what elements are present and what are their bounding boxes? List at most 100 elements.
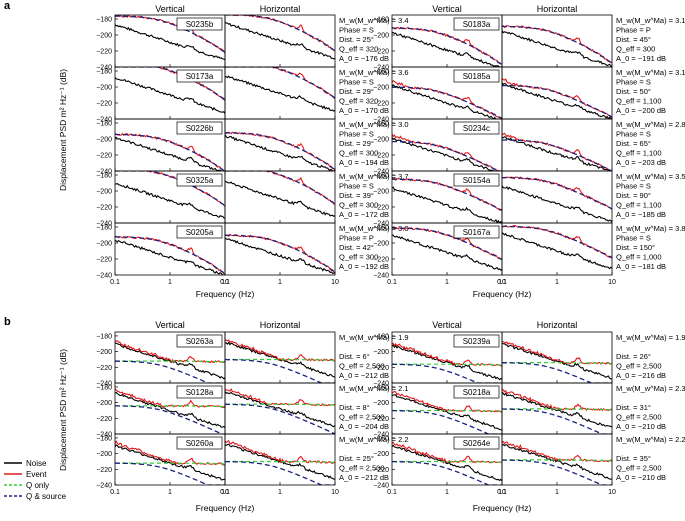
- q-source-line: [225, 15, 335, 52]
- x-tick-label: 1: [278, 489, 282, 496]
- q-only-line: [225, 358, 335, 361]
- y-tick-label: −200: [373, 241, 389, 248]
- plot-area: [502, 176, 612, 223]
- q-only-line: [502, 362, 612, 365]
- subplot-S0226b-vertical: −180 −200 −220 −240 S0226b: [96, 118, 226, 176]
- y-tick-label: −240: [373, 221, 389, 228]
- plot-area: [502, 440, 612, 485]
- event-info-line: Dist. = 8°: [339, 403, 370, 412]
- y-tick-label: −220: [373, 153, 389, 160]
- event-info-line: A_0 = −212 dB: [339, 473, 389, 482]
- q-source-line: [115, 236, 225, 275]
- event-id: S0218a: [463, 388, 491, 397]
- legend: Noise Event Q only Q & source: [4, 459, 67, 501]
- noise-line: [225, 134, 335, 171]
- noise-line: [225, 443, 335, 480]
- y-tick-label: −180: [96, 333, 112, 340]
- event-info-line: M_w(M_w^Ma) = 2.2: [339, 435, 409, 444]
- q-source-line: [502, 176, 612, 210]
- q-source-line: [392, 27, 502, 66]
- x-tick-label: 10: [608, 489, 616, 496]
- event-info-line: Phase = P: [339, 234, 374, 243]
- y-tick-label: −240: [96, 273, 112, 280]
- subplot-frame: [501, 170, 613, 224]
- plot-area: [115, 67, 225, 114]
- x-tick-label: 10: [221, 489, 229, 496]
- q-source-line: [115, 405, 225, 434]
- q-source-line: [225, 358, 335, 383]
- y-tick-label: −220: [96, 153, 112, 160]
- q-source-line: [502, 225, 612, 259]
- q-source-line: [225, 234, 335, 273]
- plot-area: [115, 132, 225, 171]
- noise-line: [115, 391, 225, 429]
- event-id: S0185a: [463, 72, 491, 81]
- y-tick-label: −220: [373, 101, 389, 108]
- y-tick-label: −240: [373, 117, 389, 124]
- event-info-line: Dist. = 6°: [339, 352, 370, 361]
- event-info-line: M_w(M_w^Ma) = 3.0: [339, 120, 409, 129]
- x-axis-label: Frequency (Hz): [196, 503, 255, 513]
- column-title: Horizontal: [260, 320, 301, 330]
- plot-area: [392, 342, 502, 383]
- event-id: S0183a: [463, 20, 491, 29]
- y-tick-label: −200: [96, 400, 112, 407]
- event-info-line: Phase = S: [616, 78, 651, 87]
- event-line: [225, 388, 335, 407]
- x-axis-label: Frequency (Hz): [196, 289, 255, 299]
- event-info-line: M_w(M_w^Ma) = 3.1: [616, 16, 685, 25]
- y-tick-label: −180: [96, 17, 112, 24]
- event-info-line: Dist. = 29°: [339, 87, 374, 96]
- x-tick-label: 0.1: [387, 489, 397, 496]
- x-tick-label: 10: [331, 279, 339, 286]
- q-source-line: [502, 362, 612, 383]
- panel-b: b Vertical Horizontal Vertical Horizontal Dis…: [4, 316, 685, 513]
- subplot-S0218a-horizontal: [501, 382, 613, 435]
- legend-label: Q & source: [26, 492, 67, 501]
- q-source-line: [392, 460, 502, 485]
- noise-line: [502, 342, 612, 380]
- event-id-box: [176, 69, 223, 83]
- event-line: [392, 79, 502, 119]
- event-id: S0173a: [186, 72, 214, 81]
- y-tick-label: −220: [96, 467, 112, 474]
- event-id-box: [176, 334, 223, 348]
- q-source-line: [392, 227, 502, 261]
- event-info-line: Dist. = 42°: [339, 243, 374, 252]
- event-id: S0260a: [186, 439, 214, 448]
- q-only-line: [502, 408, 612, 411]
- q-source-line: [225, 171, 335, 205]
- plot-area: [392, 227, 502, 271]
- event-line: [502, 24, 612, 64]
- plot-area: [115, 15, 225, 61]
- y-tick-label: −180: [373, 69, 389, 76]
- q-source-line: [392, 363, 502, 383]
- event-id-box: [453, 17, 500, 31]
- event-id-box: [453, 69, 500, 83]
- noise-line: [115, 239, 225, 275]
- event-id: S0154a: [463, 176, 491, 185]
- plot-area: [502, 77, 612, 119]
- x-axis-label: Frequency (Hz): [473, 503, 532, 513]
- noise-line: [115, 76, 225, 114]
- y-tick-label: −220: [373, 416, 389, 423]
- plot-area: [225, 15, 335, 60]
- q-source-line: [225, 460, 335, 485]
- plot-area: [502, 340, 612, 383]
- subplot-S0173a-vertical: −180 −200 −220 −240 S0173a: [96, 66, 226, 124]
- q-source-line: [115, 15, 225, 54]
- subplot-S0154a-vertical: −180 −200 −220 −240 S0154a: [373, 170, 503, 228]
- event-info-line: Q_eff = 1,100: [616, 149, 662, 158]
- event-id-box: [176, 225, 223, 239]
- plot-area: [225, 131, 335, 171]
- noise-line: [392, 186, 502, 223]
- event-info-line: A_0 = −170 dB: [339, 106, 389, 115]
- event-info-S0264e: M_w(M_w^Ma) = 2.2 Dist. = 35°Q_eff = 2,50…: [616, 435, 685, 482]
- event-info-line: M_w(M_w^Ma) = 1.9: [616, 333, 685, 342]
- event-info-line: Dist. = 25°: [339, 35, 374, 44]
